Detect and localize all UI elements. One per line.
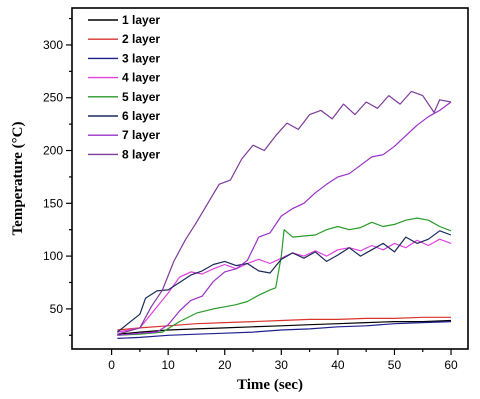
series-line-1: [117, 319, 452, 335]
x-tick-label: 10: [161, 358, 175, 372]
y-tick-label: 250: [43, 91, 63, 105]
legend-item: 1 layer: [88, 13, 160, 27]
legend-label: 5 layer: [122, 90, 160, 104]
x-axis-title: Time (sec): [237, 377, 303, 393]
x-tick-label: 40: [331, 358, 345, 372]
legend-item: 7 layer: [88, 128, 160, 142]
legend-item: 2 layer: [88, 32, 160, 46]
legend-item: 6 layer: [88, 109, 160, 123]
series-line-5: [117, 217, 452, 336]
plot-frame: [71, 7, 469, 350]
legend-label: 2 layer: [122, 32, 160, 46]
legend-item: 8 layer: [88, 147, 160, 161]
legend-item: 3 layer: [88, 51, 160, 65]
y-axis-title: Temperature (°C): [10, 122, 26, 236]
series-line-2: [117, 316, 451, 331]
series-layer: [116, 90, 452, 339]
y-tick-label: 50: [50, 302, 64, 316]
x-tick-label: 0: [108, 358, 115, 372]
y-tick-label: 200: [43, 144, 63, 158]
x-tick-label: 50: [388, 358, 402, 372]
legend-label: 6 layer: [122, 109, 160, 123]
legend-label: 3 layer: [122, 51, 160, 65]
series-line-6: [116, 230, 452, 333]
legend-label: 4 layer: [122, 71, 160, 85]
chart-axes: 0 10 20 30 40 50 60 50 100 150 200 250 300: [43, 7, 469, 372]
y-tick-label: 100: [43, 249, 63, 263]
x-tick-label: 30: [275, 358, 289, 372]
x-tick-label: 60: [444, 358, 458, 372]
series-line-3: [117, 321, 452, 339]
legend-label: 8 layer: [122, 147, 160, 161]
legend-label: 1 layer: [122, 13, 160, 27]
series-line-8: [117, 90, 452, 335]
legend-label: 7 layer: [122, 128, 160, 142]
legend-item: 4 layer: [88, 71, 160, 85]
series-line-7: [117, 101, 452, 336]
legend: 1 layer 2 layer 3 layer 4 layer 5 layer 6 lay…: [88, 13, 160, 161]
legend-item: 5 layer: [88, 90, 160, 104]
y-tick-label: 150: [43, 196, 63, 210]
y-tick-label: 300: [43, 38, 63, 52]
x-tick-label: 20: [218, 358, 232, 372]
